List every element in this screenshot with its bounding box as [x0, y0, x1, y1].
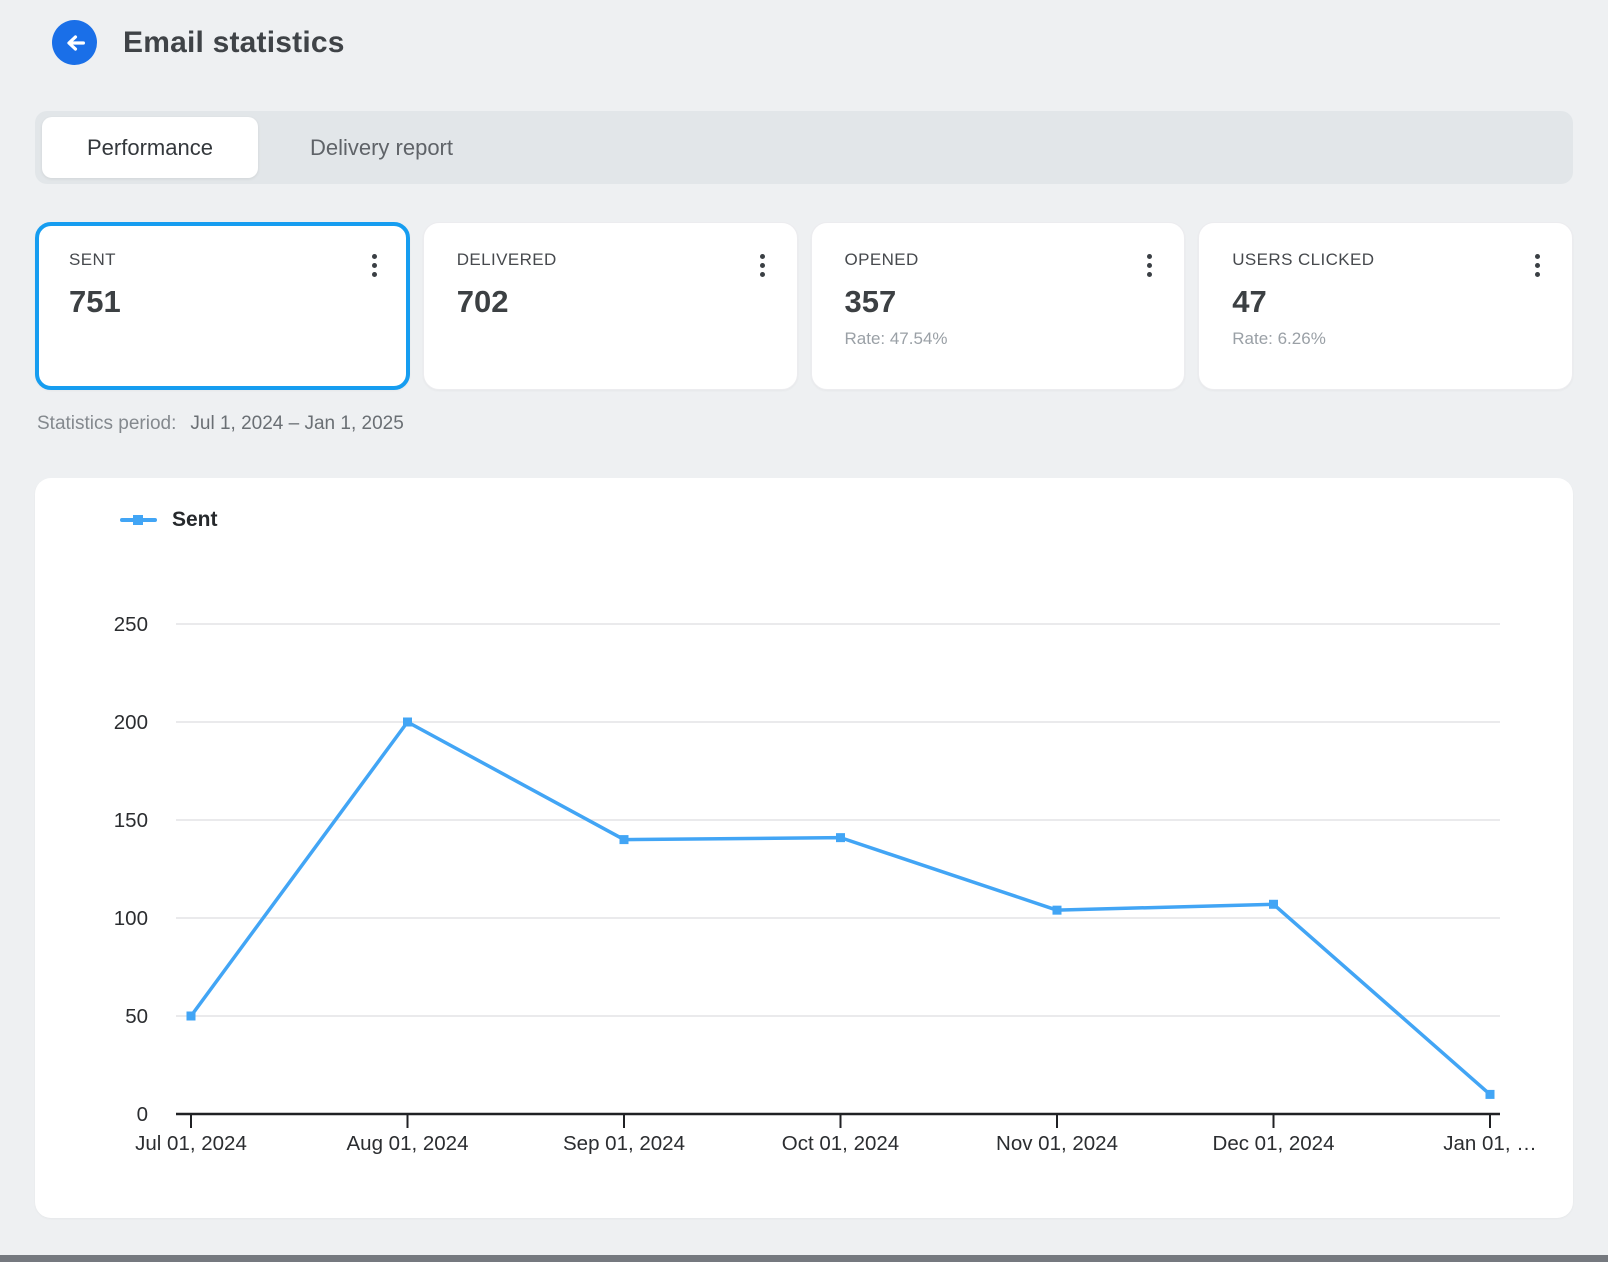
- stat-card-rate: Rate: 47.54%: [844, 329, 948, 348]
- svg-text:0: 0: [137, 1103, 148, 1126]
- line-with-square-marker-icon: [120, 515, 157, 525]
- svg-text:Jul 01, 2024: Jul 01, 2024: [135, 1132, 247, 1155]
- stat-card-opened[interactable]: OPENED 357 Rate: 47.54%: [810, 222, 1186, 390]
- back-button[interactable]: [52, 20, 97, 65]
- header: Email statistics: [52, 20, 345, 65]
- tab-delivery-report[interactable]: Delivery report: [258, 117, 505, 178]
- statistics-period: Statistics period: Jul 1, 2024 – Jan 1, 2…: [37, 413, 404, 435]
- svg-text:150: 150: [114, 809, 148, 832]
- stat-card-label: OPENED: [844, 250, 919, 269]
- tab-performance[interactable]: Performance: [42, 117, 258, 178]
- stat-card-value: 702: [456, 284, 509, 319]
- stat-card-label: SENT: [69, 250, 116, 269]
- window-bottom-edge: [0, 1255, 1608, 1262]
- svg-text:Dec 01, 2024: Dec 01, 2024: [1213, 1132, 1335, 1155]
- svg-text:100: 100: [114, 907, 148, 930]
- statistics-period-value: Jul 1, 2024 – Jan 1, 2025: [190, 413, 404, 434]
- tab-bar: Performance Delivery report: [35, 111, 1573, 184]
- sent-line-chart: 0 50 100 150 200 250 Jul 01, 2024 Aug 01, 2024 S…: [114, 613, 1537, 1155]
- stat-card-users-clicked[interactable]: USERS CLICKED 47 Rate: 6.26%: [1198, 222, 1573, 390]
- stat-cards-row: SENT 751 DELIVERED 702 OPENED 357 Rate: …: [35, 222, 1573, 390]
- stat-card-value: 751: [69, 284, 121, 319]
- stat-card-delivered[interactable]: DELIVERED 702: [422, 222, 798, 390]
- kebab-menu-icon[interactable]: [370, 250, 379, 281]
- kebab-menu-icon[interactable]: [1533, 250, 1542, 281]
- chart-card: Sent 0 50 100 150 200 250 Jul 01, 2024 Aug 01, …: [35, 478, 1573, 1218]
- stat-card-value: 357: [844, 284, 897, 319]
- svg-text:Jan 01, …: Jan 01, …: [1443, 1132, 1536, 1155]
- arrow-left-icon: [66, 34, 85, 51]
- svg-text:Sep 01, 2024: Sep 01, 2024: [563, 1132, 685, 1155]
- kebab-menu-icon[interactable]: [758, 250, 767, 281]
- legend-series-label: Sent: [172, 508, 218, 531]
- tab-performance-label: Performance: [87, 134, 213, 160]
- page-title: Email statistics: [123, 25, 345, 59]
- svg-text:Nov 01, 2024: Nov 01, 2024: [996, 1132, 1118, 1155]
- svg-text:Aug 01, 2024: Aug 01, 2024: [347, 1132, 469, 1155]
- statistics-period-label: Statistics period:: [37, 413, 177, 434]
- kebab-menu-icon[interactable]: [1145, 250, 1154, 281]
- stat-card-label: DELIVERED: [456, 250, 557, 269]
- chart-legend[interactable]: Sent: [120, 508, 218, 532]
- tab-delivery-report-label: Delivery report: [309, 134, 453, 160]
- stat-card-rate: Rate: 6.26%: [1232, 329, 1326, 348]
- stat-card-sent[interactable]: SENT 751: [35, 222, 410, 390]
- stat-card-label: USERS CLICKED: [1232, 250, 1375, 269]
- svg-text:50: 50: [125, 1005, 148, 1028]
- stat-card-value: 47: [1232, 284, 1267, 319]
- svg-text:Oct 01, 2024: Oct 01, 2024: [782, 1132, 899, 1155]
- svg-text:250: 250: [114, 613, 148, 636]
- svg-text:200: 200: [114, 711, 148, 734]
